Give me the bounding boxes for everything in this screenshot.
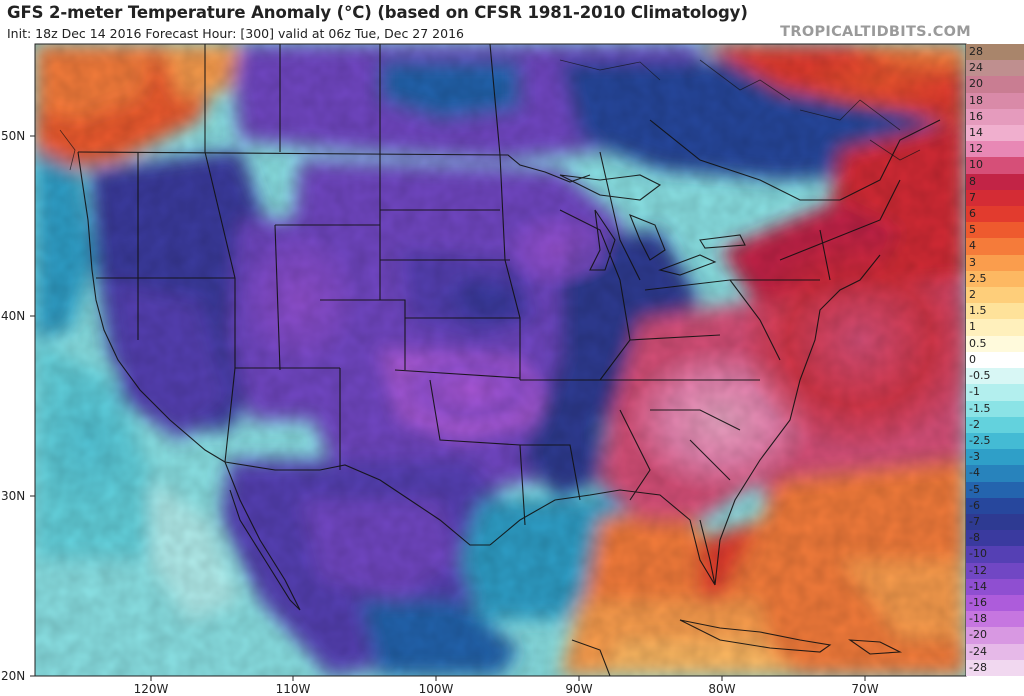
colorbar-value-label: 1 (969, 320, 976, 334)
colorbar-swatch: -6 (966, 497, 1024, 515)
lon-label-100w: 100W (418, 682, 454, 696)
colorbar-value-label: -2 (969, 417, 980, 431)
boundary-lines (77, 44, 941, 676)
colorbar-value-label: 10 (969, 158, 983, 172)
lat-label-20n: 20N (1, 669, 26, 683)
colorbar-value-label: 5 (969, 223, 976, 237)
colorbar-swatch: -7 (966, 513, 1024, 531)
colorbar-value-label: 6 (969, 207, 976, 221)
colorbar-value-label: -28 (969, 660, 987, 674)
colorbar-swatch: -18 (966, 611, 1024, 628)
lon-label-80w: 80W (708, 682, 736, 696)
colorbar-swatch: 1.5 (966, 303, 1024, 320)
colorbar-value-label: 0.5 (969, 336, 987, 350)
colorbar-value-label: -4 (969, 466, 980, 480)
colorbar-value-label: 4 (969, 239, 976, 253)
colorbar-value-label: 2.5 (969, 271, 987, 285)
colorbar-value-label: 24 (969, 61, 983, 75)
colorbar-value-label: -10 (969, 547, 987, 561)
colorbar-swatch: 2 (966, 287, 1024, 304)
colorbar-swatch: -24 (966, 643, 1024, 661)
colorbar-value-label: 14 (969, 126, 983, 140)
colorbar-value-label: 28 (969, 45, 983, 58)
colorbar-value-label: 1.5 (969, 304, 987, 318)
colorbar-value-label: -3 (969, 450, 980, 464)
colorbar-swatch: 16 (966, 108, 1024, 126)
colorbar-swatch: 4 (966, 238, 1024, 256)
lon-label-110w: 110W (275, 682, 311, 696)
colorbar-value-label: 18 (969, 93, 983, 107)
colorbar-value-label: 16 (969, 109, 983, 123)
colorbar-swatch: 1 (966, 319, 1024, 337)
lat-label-40n: 40N (1, 309, 26, 323)
colorbar-value-label: -1.5 (969, 401, 991, 415)
colorbar-swatch: -2.5 (966, 432, 1024, 450)
colorbar-value-label: -7 (969, 514, 980, 528)
colorbar-value-label: -5 (969, 482, 980, 496)
colorbar-swatch: 10 (966, 157, 1024, 175)
lon-label-70w: 70W (851, 682, 879, 696)
colorbar-swatch: 3 (966, 254, 1024, 272)
colorbar-value-label: 8 (969, 174, 976, 188)
colorbar-swatch: -10 (966, 546, 1024, 564)
colorbar-swatch: -28 (966, 659, 1024, 677)
colorbar-value-label: -2.5 (969, 433, 991, 447)
colorbar-swatch: 8 (966, 173, 1024, 191)
colorbar-swatch: -4 (966, 465, 1024, 483)
colorbar-swatch: 6 (966, 206, 1024, 223)
colorbar-value-label: -20 (969, 628, 987, 642)
colorbar-swatch: 2.5 (966, 270, 1024, 288)
lon-label-120w: 120W (133, 682, 169, 696)
map-title: GFS 2-meter Temperature Anomaly (°C) (ba… (7, 3, 748, 22)
colorbar-swatch: 20 (966, 76, 1024, 94)
colorbar-value-label: 0 (969, 352, 976, 366)
lon-label-90w: 90W (565, 682, 593, 696)
colorbar-value-label: 7 (969, 190, 976, 204)
colorbar-value-label: -24 (969, 644, 987, 658)
colorbar-swatch: 12 (966, 141, 1024, 158)
colorbar-swatch: -2 (966, 416, 1024, 434)
colorbar-swatch: 14 (966, 125, 1024, 142)
colorbar-swatch: -14 (966, 578, 1024, 596)
colorbar-value-label: -12 (969, 563, 987, 577)
colorbar-swatch: 24 (966, 60, 1024, 77)
colorbar-swatch: 28 (966, 44, 1024, 61)
forecast-info: Init: 18z Dec 14 2016 Forecast Hour: [30… (7, 26, 464, 41)
colorbar-swatch: -1 (966, 384, 1024, 401)
colorbar-value-label: -0.5 (969, 369, 991, 383)
lat-label-50n: 50N (1, 129, 26, 143)
lat-label-30n: 30N (1, 489, 26, 503)
source-credit: TROPICALTIDBITS.COM (780, 24, 971, 40)
colorbar-value-label: -1 (969, 385, 980, 399)
colorbar-swatch: 18 (966, 92, 1024, 110)
colorbar-swatch: -8 (966, 530, 1024, 547)
colorbar-swatch: -1.5 (966, 400, 1024, 418)
colorbar-swatch: -16 (966, 594, 1024, 612)
colorbar-value-label: 12 (969, 142, 983, 156)
colorbar-value-label: -16 (969, 595, 987, 609)
colorbar-swatch: 0 (966, 351, 1024, 369)
colorbar-swatch: -12 (966, 562, 1024, 580)
colorbar-swatch: 7 (966, 189, 1024, 207)
colorbar-swatch: -20 (966, 627, 1024, 645)
colorbar-value-label: -18 (969, 612, 987, 626)
colorbar-swatch: -5 (966, 481, 1024, 499)
colorbar-swatch: 5 (966, 222, 1024, 239)
colorbar-value-label: 3 (969, 255, 976, 269)
colorbar-value-label: -14 (969, 579, 987, 593)
colorbar-legend: 28 24 20 18 16 14 12 10 8 7 6 5 4 3 2.5 2 1.5 1 0.5 0 -0.5 -1… (966, 44, 1024, 677)
colorbar-value-label: 2 (969, 288, 976, 302)
colorbar-value-label: -6 (969, 498, 980, 512)
colorbar-swatch: -0.5 (966, 368, 1024, 385)
colorbar-value-label: 20 (969, 77, 983, 91)
colorbar-swatch: 0.5 (966, 335, 1024, 353)
colorbar-swatch: -3 (966, 449, 1024, 466)
colorbar-value-label: -8 (969, 531, 980, 545)
